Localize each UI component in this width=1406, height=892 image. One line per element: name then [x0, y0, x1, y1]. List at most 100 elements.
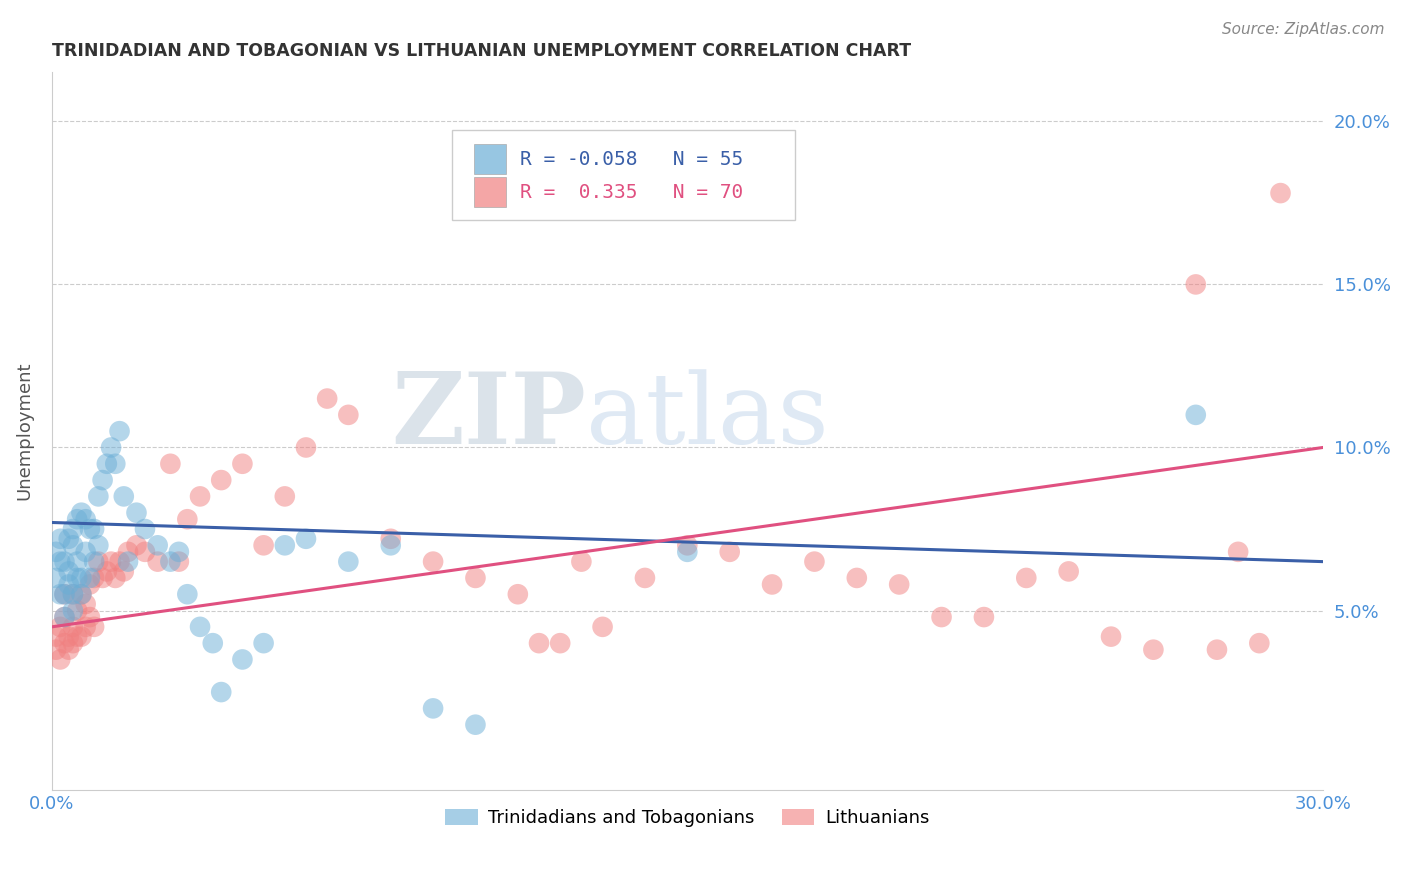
Point — [112, 565, 135, 579]
Point — [527, 636, 550, 650]
Point — [931, 610, 953, 624]
Point — [62, 522, 84, 536]
Point — [803, 555, 825, 569]
Point — [274, 538, 297, 552]
Point — [87, 538, 110, 552]
Point — [108, 555, 131, 569]
Point — [464, 717, 486, 731]
FancyBboxPatch shape — [453, 130, 796, 219]
Point — [159, 457, 181, 471]
Point — [79, 610, 101, 624]
Point — [1184, 277, 1206, 292]
Point — [96, 565, 118, 579]
Point — [53, 610, 76, 624]
Point — [1015, 571, 1038, 585]
Point — [45, 630, 67, 644]
Point — [66, 603, 89, 617]
Point — [252, 636, 274, 650]
Point — [176, 587, 198, 601]
Point — [274, 489, 297, 503]
Point — [104, 457, 127, 471]
Point — [146, 555, 169, 569]
Point — [973, 610, 995, 624]
Point — [66, 630, 89, 644]
Point — [112, 489, 135, 503]
Point — [1227, 545, 1250, 559]
Text: ZIP: ZIP — [391, 368, 586, 466]
Point — [87, 489, 110, 503]
Point — [87, 555, 110, 569]
Point — [75, 512, 97, 526]
Point — [79, 577, 101, 591]
Point — [70, 587, 93, 601]
Point — [83, 571, 105, 585]
Point — [58, 577, 80, 591]
Point — [58, 565, 80, 579]
Point — [100, 555, 122, 569]
Point — [49, 652, 72, 666]
Point — [845, 571, 868, 585]
Point — [62, 603, 84, 617]
Point — [592, 620, 614, 634]
Point — [108, 424, 131, 438]
Point — [134, 545, 156, 559]
Point — [79, 522, 101, 536]
Legend: Trinidadians and Tobagonians, Lithuanians: Trinidadians and Tobagonians, Lithuanian… — [437, 802, 936, 835]
Point — [91, 571, 114, 585]
Point — [889, 577, 911, 591]
Bar — [474, 145, 506, 174]
Point — [231, 457, 253, 471]
Point — [1206, 642, 1229, 657]
Point — [62, 538, 84, 552]
Point — [209, 473, 232, 487]
Point — [62, 587, 84, 601]
Point — [49, 620, 72, 634]
Point — [159, 555, 181, 569]
Point — [422, 555, 444, 569]
Point — [62, 620, 84, 634]
Point — [70, 587, 93, 601]
Point — [1270, 186, 1292, 200]
Text: Source: ZipAtlas.com: Source: ZipAtlas.com — [1222, 22, 1385, 37]
Point — [45, 571, 67, 585]
Point — [100, 441, 122, 455]
Point — [337, 408, 360, 422]
Text: TRINIDADIAN AND TOBAGONIAN VS LITHUANIAN UNEMPLOYMENT CORRELATION CHART: TRINIDADIAN AND TOBAGONIAN VS LITHUANIAN… — [52, 42, 911, 60]
Point — [45, 642, 67, 657]
Point — [53, 587, 76, 601]
Point — [75, 620, 97, 634]
Point — [167, 555, 190, 569]
Point — [761, 577, 783, 591]
Point — [295, 532, 318, 546]
Point — [1184, 408, 1206, 422]
Point — [45, 545, 67, 559]
Point — [117, 545, 139, 559]
Point — [91, 473, 114, 487]
Point — [209, 685, 232, 699]
Point — [1142, 642, 1164, 657]
Point — [295, 441, 318, 455]
Point — [58, 532, 80, 546]
Point — [1099, 630, 1122, 644]
Point — [66, 571, 89, 585]
Point — [176, 512, 198, 526]
Point — [83, 620, 105, 634]
Point — [167, 545, 190, 559]
Point — [62, 587, 84, 601]
Point — [634, 571, 657, 585]
Point — [125, 506, 148, 520]
Point — [316, 392, 339, 406]
Point — [58, 642, 80, 657]
Point — [337, 555, 360, 569]
Y-axis label: Unemployment: Unemployment — [15, 362, 32, 500]
Point — [718, 545, 741, 559]
Point — [53, 610, 76, 624]
Point — [676, 545, 699, 559]
Point — [79, 571, 101, 585]
Point — [134, 522, 156, 536]
Point — [464, 571, 486, 585]
Point — [66, 555, 89, 569]
Point — [62, 636, 84, 650]
Point — [83, 522, 105, 536]
Point — [422, 701, 444, 715]
